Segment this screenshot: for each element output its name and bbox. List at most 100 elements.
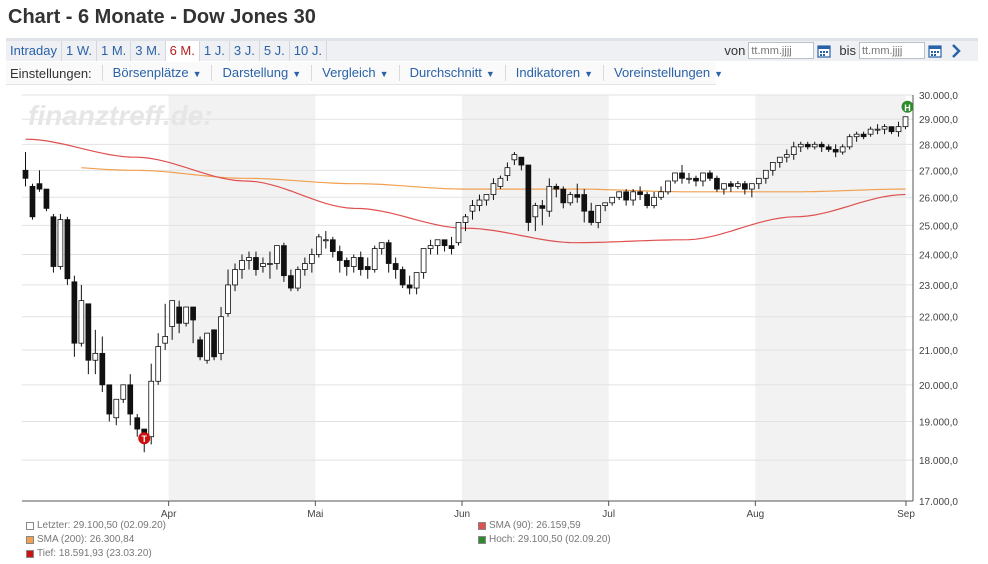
range-button[interactable]: 1 M. [97,41,132,61]
candle-body [183,306,189,324]
range-button[interactable]: 3 M. [131,41,166,61]
date-to-label: bis [839,43,856,58]
range-button[interactable]: 6 M. [165,41,200,61]
candle-body [371,248,378,270]
candle-body [50,216,57,267]
candle-body [385,242,392,264]
watermark: finanztreff.de: [28,100,213,131]
candle-body [36,183,43,190]
candle-body [581,194,588,212]
candle-body [329,239,336,252]
candle-body [302,263,308,270]
candle-body [665,180,671,193]
y-tick-label: 25.000,0 [919,221,958,232]
candle-body [392,263,399,270]
candle-body [190,306,196,321]
candle-body [839,146,846,153]
x-tick-label: Jul [602,509,615,520]
legend-high-text: Hoch: 29.100,50 (02.09.20) [489,534,611,545]
candle-body [616,191,622,198]
x-tick-label: Sep [897,509,915,520]
candle-body [22,169,29,179]
candle-body [322,239,329,242]
candle-body [29,185,36,218]
candle-body [120,384,127,400]
candle-body [274,245,280,264]
candle-body [267,263,273,265]
y-tick-label: 23.000,0 [919,281,958,292]
candle-body [78,300,85,344]
settings-menu-item[interactable]: Darstellung ▼ [211,65,311,81]
caret-down-icon: ▼ [485,69,495,79]
candle-body [253,257,259,270]
settings-menu-item[interactable]: Voreinstellungen ▼ [603,65,733,81]
candle-body [364,266,371,270]
menu-item-label: Durchschnitt [409,65,482,80]
y-tick-label: 29.000,0 [919,115,958,126]
candle-body [588,210,595,223]
candle-body [811,143,818,148]
date-to-input[interactable] [859,42,925,59]
candle-body [336,251,343,261]
candle-body [357,257,364,270]
range-button[interactable]: Intraday [6,41,62,61]
candle-body [469,205,476,212]
calendar-icon[interactable] [817,44,831,58]
candle-body [455,222,462,244]
range-button[interactable]: 1 J. [200,41,230,61]
range-button[interactable]: 5 J. [260,41,290,61]
legend-last-text: Letzter: 29.100,50 (02.09.20) [37,520,166,531]
high-marker [901,100,914,113]
page-title: Chart - 6 Monate - Dow Jones 30 [8,6,316,28]
candle-body [441,239,448,247]
candle-body [637,191,643,195]
range-button[interactable]: 1 W. [62,41,97,61]
range-button[interactable]: 10 J. [290,41,327,61]
low-marker-label: T [141,434,147,444]
settings-menu-item[interactable]: Indikatoren ▼ [504,65,603,81]
candle-body [211,329,217,358]
candle-body [92,352,99,361]
x-tick-label: Mai [307,509,323,520]
candle-body [818,143,825,148]
y-tick-label: 18.000,0 [919,456,958,467]
candle-body [518,156,525,166]
candle-body [888,126,895,133]
candle-body [43,188,50,209]
menu-item-label: Indikatoren [515,65,581,80]
legend-high: Hoch: 29.100,50 (02.09.20) [478,534,611,545]
candle-body [860,133,867,138]
candle-body [686,177,692,180]
candle-body [218,316,224,354]
calendar-icon[interactable] [928,44,942,58]
legend-low-text: Tief: 18.591,93 (23.03.20) [37,548,152,559]
candle-body [867,128,874,135]
candle-body [106,384,113,415]
settings-menu-item[interactable]: Börsenplätze ▼ [101,65,212,81]
candle-body [602,202,609,206]
candle-body [148,380,155,438]
candle-body [413,272,420,289]
candle-body [246,257,252,261]
high-marker-label: H [904,103,911,113]
menu-item-label: Voreinstellungen [614,65,711,80]
legend-low: Tief: 18.591,93 (23.03.20) [26,548,152,559]
candle-body [700,172,706,182]
candle-body [693,177,699,182]
candle-body [350,257,357,267]
range-button[interactable]: 3 J. [230,41,260,61]
candle-body [399,269,406,286]
candle-body [735,183,741,187]
y-tick-label: 17.000,0 [919,497,958,508]
caret-down-icon: ▼ [192,69,202,79]
legend-last: Letzter: 29.100,50 (02.09.20) [26,520,166,531]
candle-body [714,177,720,190]
candle-body [71,281,78,344]
settings-menu-item[interactable]: Vergleich ▼ [311,65,398,81]
low-marker [138,432,151,445]
candle-body [406,284,413,289]
chevron-right-icon[interactable] [950,43,962,58]
settings-menu-item[interactable]: Durchschnitt ▼ [398,65,505,81]
date-from-input[interactable] [748,42,815,59]
y-tick-label: 26.000,0 [919,193,958,204]
